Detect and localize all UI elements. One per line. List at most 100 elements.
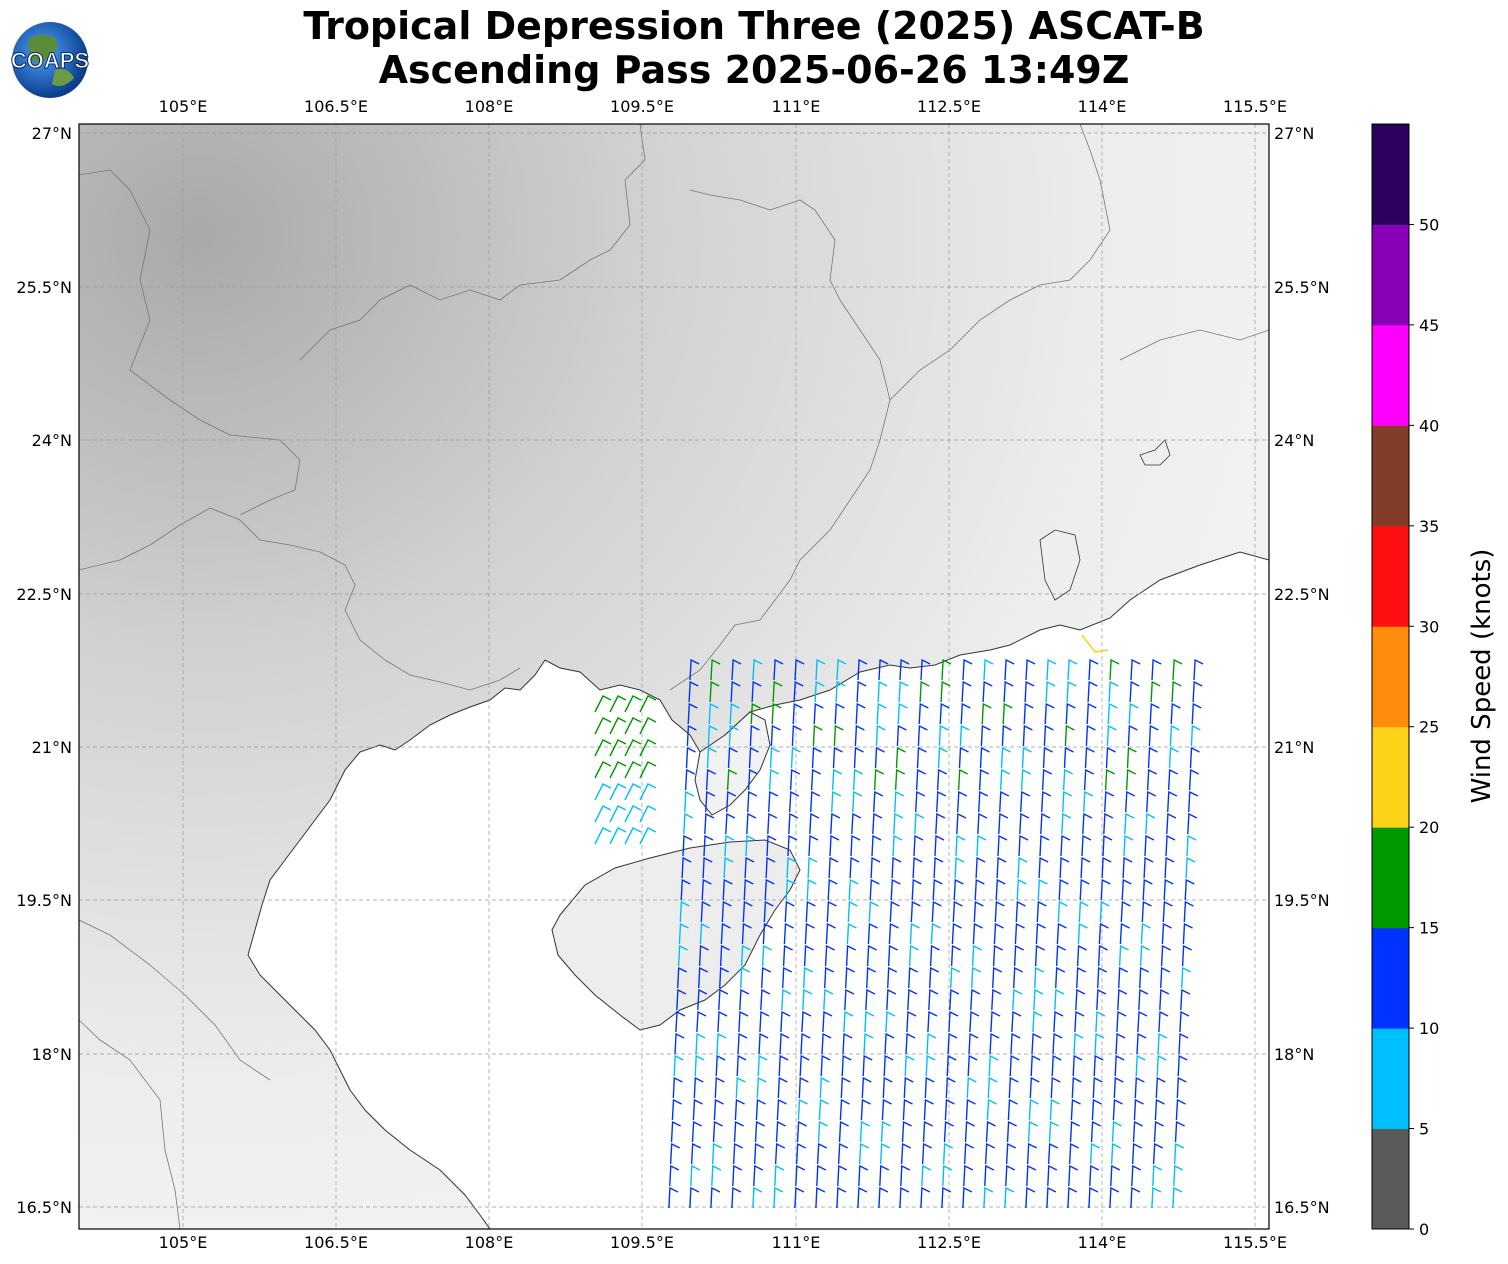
wind-barb [624,827,642,845]
lat-tick-label-left: 25.5°N [16,278,72,297]
wind-barb [609,695,627,713]
wind-barb [1114,1054,1125,1077]
wind-barb [918,702,929,725]
colorbar: 0 5 10 15 20 25 30 35 40 45 50 [1371,123,1439,1239]
colorbar-tick-label: 0 [1419,1220,1429,1239]
wind-barb [875,724,886,747]
wind-barb [803,944,814,967]
wind-barb [1152,1164,1163,1187]
wind-barb [992,944,1003,967]
wind-barb [1086,702,1097,725]
wind-barb [781,988,792,1011]
wind-barb [1178,1032,1189,1055]
wind-barb [807,856,818,879]
wind-barb [1180,988,1191,1011]
wind-barb [692,1098,703,1121]
wind-barb [917,724,928,747]
wind-barb [1187,812,1198,835]
wind-barb [1162,900,1173,923]
wind-barb [701,878,712,901]
wind-barb [1061,812,1072,835]
wind-barb [741,922,752,945]
lon-tick-label-top: 109.5°E [610,97,674,116]
wind-barb [742,900,753,923]
wind-barb [946,1054,957,1077]
wind-barb [752,1186,763,1209]
wind-barb [1026,1164,1037,1187]
wind-barb [860,1098,871,1121]
wind-barb [1019,812,1030,835]
wind-barb [920,658,931,681]
wind-barb [984,1164,995,1187]
lat-tick-label-right: 24°N [1274,431,1314,450]
colorbar-segment [1372,224,1409,326]
lon-tick-label-bottom: 108°E [465,1233,514,1252]
wind-barb [1097,966,1108,989]
wind-barb [793,680,804,703]
colorbar-tick-label: 5 [1419,1120,1429,1139]
wind-barb [1151,1186,1162,1209]
wind-barb [835,680,846,703]
wind-barb [843,1010,854,1033]
wind-barb [888,922,899,945]
wind-barb [902,1098,913,1121]
wind-barb [1160,944,1171,967]
wind-barb [845,944,856,967]
wind-barb [1056,922,1067,945]
wind-barb [1099,900,1110,923]
wind-barb [1018,834,1029,857]
wind-barb [824,944,835,967]
wind-barb [877,680,888,703]
wind-barb [1058,878,1069,901]
wind-barb [979,746,990,769]
wind-barb [723,856,734,879]
wind-barb [789,790,800,813]
wind-barb [1163,878,1174,901]
wind-barb [1116,1010,1127,1033]
wind-barb [755,1098,766,1121]
wind-barb [756,1076,767,1099]
wind-barb [754,1120,765,1143]
wind-barb [721,900,732,923]
wind-barb [1104,768,1116,791]
tick-labels: 105°E 105°E 106.5°E 106.5°E 108°E 108°E 109.5°… [16,97,1329,1252]
wind-barb [856,680,867,703]
lat-tick-label-left: 21°N [32,738,72,757]
wind-barb [1087,680,1098,703]
wind-barb [962,658,973,681]
wind-barb [870,856,881,879]
wind-barb [761,944,772,967]
wind-barb [899,1186,910,1209]
wind-barb [1182,922,1193,945]
wind-barb [891,856,902,879]
wind-barb [1028,1098,1039,1121]
wind-barb [815,1186,826,1209]
wind-barb [944,1098,955,1121]
wind-barb [696,1010,707,1033]
wind-barb [1030,1054,1041,1077]
lon-tick-label-top: 106.5°E [304,97,368,116]
wind-barb [1005,1142,1017,1165]
wind-barb [609,805,627,823]
wind-barb [1072,1054,1083,1077]
wind-barb [1188,768,1200,791]
wind-barb [1007,1098,1018,1121]
wind-barb [695,1032,706,1055]
wind-barb [983,658,994,681]
wind-barb [1108,680,1119,703]
wind-barb [732,1142,744,1165]
wind-barb [1106,724,1117,747]
lon-tick-label-top: 112.5°E [917,97,981,116]
wind-barb [713,1098,724,1121]
wind-barb [1036,900,1047,923]
wind-barb [676,988,687,1011]
wind-barb [882,1076,893,1099]
wind-barb [886,988,897,1011]
wind-barb [699,922,710,945]
wind-barb [724,834,735,857]
wind-barb [978,768,990,791]
wind-barb [783,922,794,945]
wind-barb [994,900,1005,923]
wind-barb [624,739,642,757]
colorbar-segment [1372,827,1409,929]
